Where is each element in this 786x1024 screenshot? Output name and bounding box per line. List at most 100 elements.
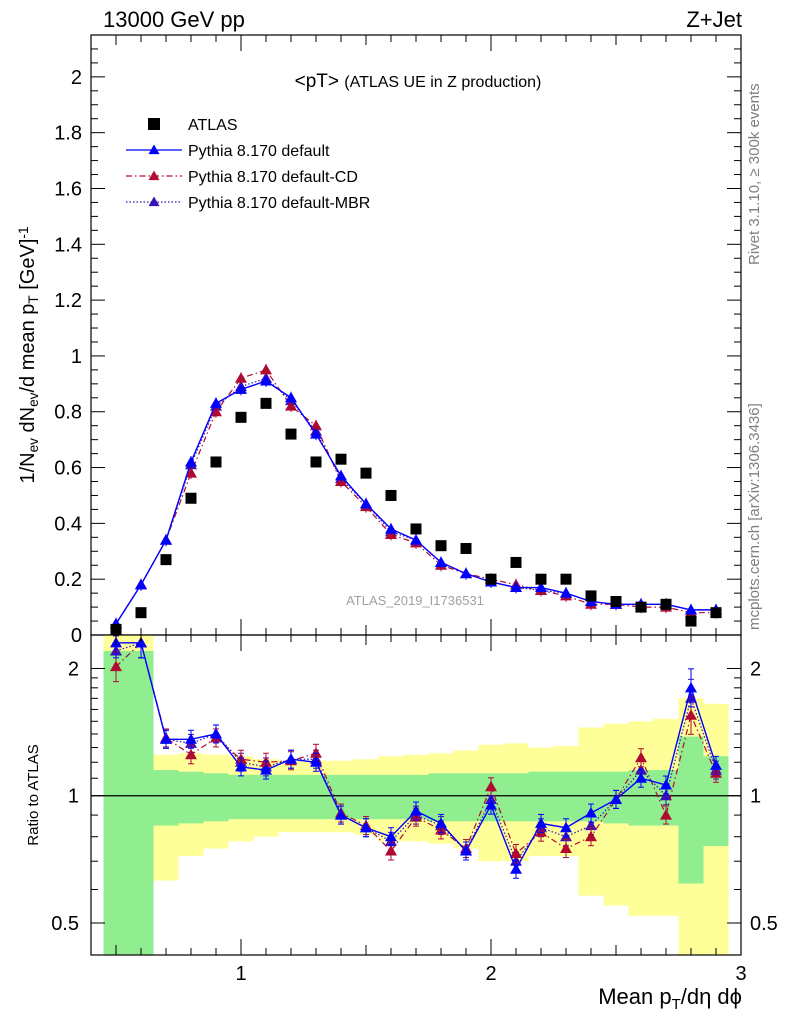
stat-uncertainty-band [228, 774, 254, 820]
data-point [260, 363, 272, 375]
data-point [135, 607, 147, 619]
y-tick-label: 0 [71, 625, 82, 647]
data-point [685, 615, 697, 627]
y-tick-label: 1.4 [54, 234, 82, 256]
header-energy: 13000 GeV pp [103, 7, 245, 32]
analysis-watermark: ATLAS_2019_I1736531 [346, 593, 484, 608]
main-plot-panel: 0 0.2 0.4 0.6 0.8 1 1.2 1.4 1.6 1.8 2 <pT> (ATLAS … [16, 34, 742, 647]
data-point [360, 467, 372, 479]
data-point [210, 397, 222, 408]
y-tick-label: 1.8 [54, 123, 82, 145]
ratio-point [185, 733, 197, 744]
series-line [115, 369, 716, 625]
mcplots-label: mcplots.cern.ch [arXiv:1306.3436] [746, 403, 763, 630]
x-tick-label: 1 [235, 963, 246, 985]
header-process: Z+Jet [686, 7, 742, 32]
stat-uncertainty-band [103, 650, 129, 955]
ratio-point [460, 845, 472, 856]
data-point [435, 556, 447, 567]
ratio-point [660, 779, 672, 790]
ratio-point [560, 821, 572, 833]
ratio-y-tick-label: 1 [68, 786, 79, 808]
data-point [335, 469, 347, 481]
ratio-point [310, 747, 322, 758]
stat-uncertainty-band [378, 774, 404, 820]
x-tick-label: 2 [485, 963, 496, 985]
data-point [185, 455, 197, 467]
y-tick-label: 0.4 [54, 513, 82, 535]
x-axis-label: Mean pT/dη dϕ [598, 984, 742, 1013]
legend-label: Pythia 8.170 default-CD [188, 169, 358, 186]
data-point [235, 383, 247, 394]
data-point [435, 540, 447, 552]
ratio-y-tick-label-right: 1 [750, 786, 761, 808]
legend: ATLAS Pythia 8.170 default Pythia 8.170 de… [126, 117, 370, 212]
main-data-layer [110, 363, 722, 635]
data-point [560, 587, 572, 598]
ratio-point [585, 807, 597, 818]
stat-uncertainty-band [278, 774, 304, 820]
data-point [185, 467, 197, 478]
rivet-label: Rivet 3.1.10, ≥ 300k events [746, 83, 763, 265]
data-point [285, 428, 297, 440]
stat-uncertainty-band [453, 773, 479, 822]
data-point [210, 456, 222, 468]
stat-uncertainty-band [303, 774, 329, 820]
ratio-point [685, 681, 697, 693]
y-tick-label: 1.2 [54, 290, 82, 312]
data-point [385, 522, 397, 534]
ratio-point [660, 809, 672, 820]
y-tick-label: 0.6 [54, 458, 82, 480]
data-point [135, 578, 147, 590]
data-point [160, 554, 172, 566]
ratio-point [485, 799, 497, 810]
ratio-point [585, 830, 597, 842]
ratio-point [710, 759, 722, 770]
data-point [235, 411, 247, 423]
data-point [235, 372, 247, 383]
data-point [560, 573, 572, 585]
y-tick-label: 1 [71, 346, 82, 368]
data-point [410, 523, 422, 535]
ratio-point [385, 845, 397, 856]
data-point [285, 391, 297, 403]
legend-label: Pythia 8.170 default-MBR [188, 195, 370, 212]
legend-marker [148, 118, 160, 130]
stat-uncertainty-band [528, 771, 554, 822]
data-point [585, 590, 597, 602]
ratio-point [510, 863, 522, 874]
data-point [535, 573, 547, 585]
ratio-point [110, 660, 122, 672]
data-point [285, 400, 297, 411]
ratio-point [435, 817, 447, 828]
ratio-point [660, 789, 672, 801]
ratio-y-tick-label-right: 2 [750, 658, 761, 680]
stat-uncertainty-band [678, 736, 704, 884]
data-point [260, 375, 272, 386]
data-point [385, 489, 397, 501]
data-point [160, 534, 172, 545]
ratio-point [135, 636, 147, 648]
main-axis-ticks: 0 0.2 0.4 0.6 0.8 1 1.2 1.4 1.6 1.8 2 [54, 35, 741, 647]
ratio-point [685, 709, 697, 720]
legend-marker [148, 144, 160, 155]
ratio-y-tick-label: 0.5 [51, 913, 79, 935]
stat-uncertainty-band [353, 774, 379, 820]
ratio-point [360, 821, 372, 833]
legend-marker [148, 196, 160, 207]
x-tick-label: 3 [735, 963, 746, 985]
stat-uncertainty-band [253, 774, 279, 820]
data-point [410, 534, 422, 545]
stat-uncertainty-band [178, 771, 204, 824]
y-tick-label: 0.2 [54, 569, 82, 591]
ratio-point [610, 793, 622, 804]
stat-uncertainty-band [153, 770, 179, 826]
data-point [310, 428, 322, 439]
y-tick-label: 2 [71, 67, 82, 89]
legend-marker [148, 170, 160, 181]
ratio-y-axis-label: Ratio to ATLAS [25, 744, 42, 845]
data-point [685, 603, 697, 615]
ratio-point [335, 809, 347, 820]
data-point [485, 573, 497, 585]
ratio-y-tick-label-right: 0.5 [750, 913, 778, 935]
